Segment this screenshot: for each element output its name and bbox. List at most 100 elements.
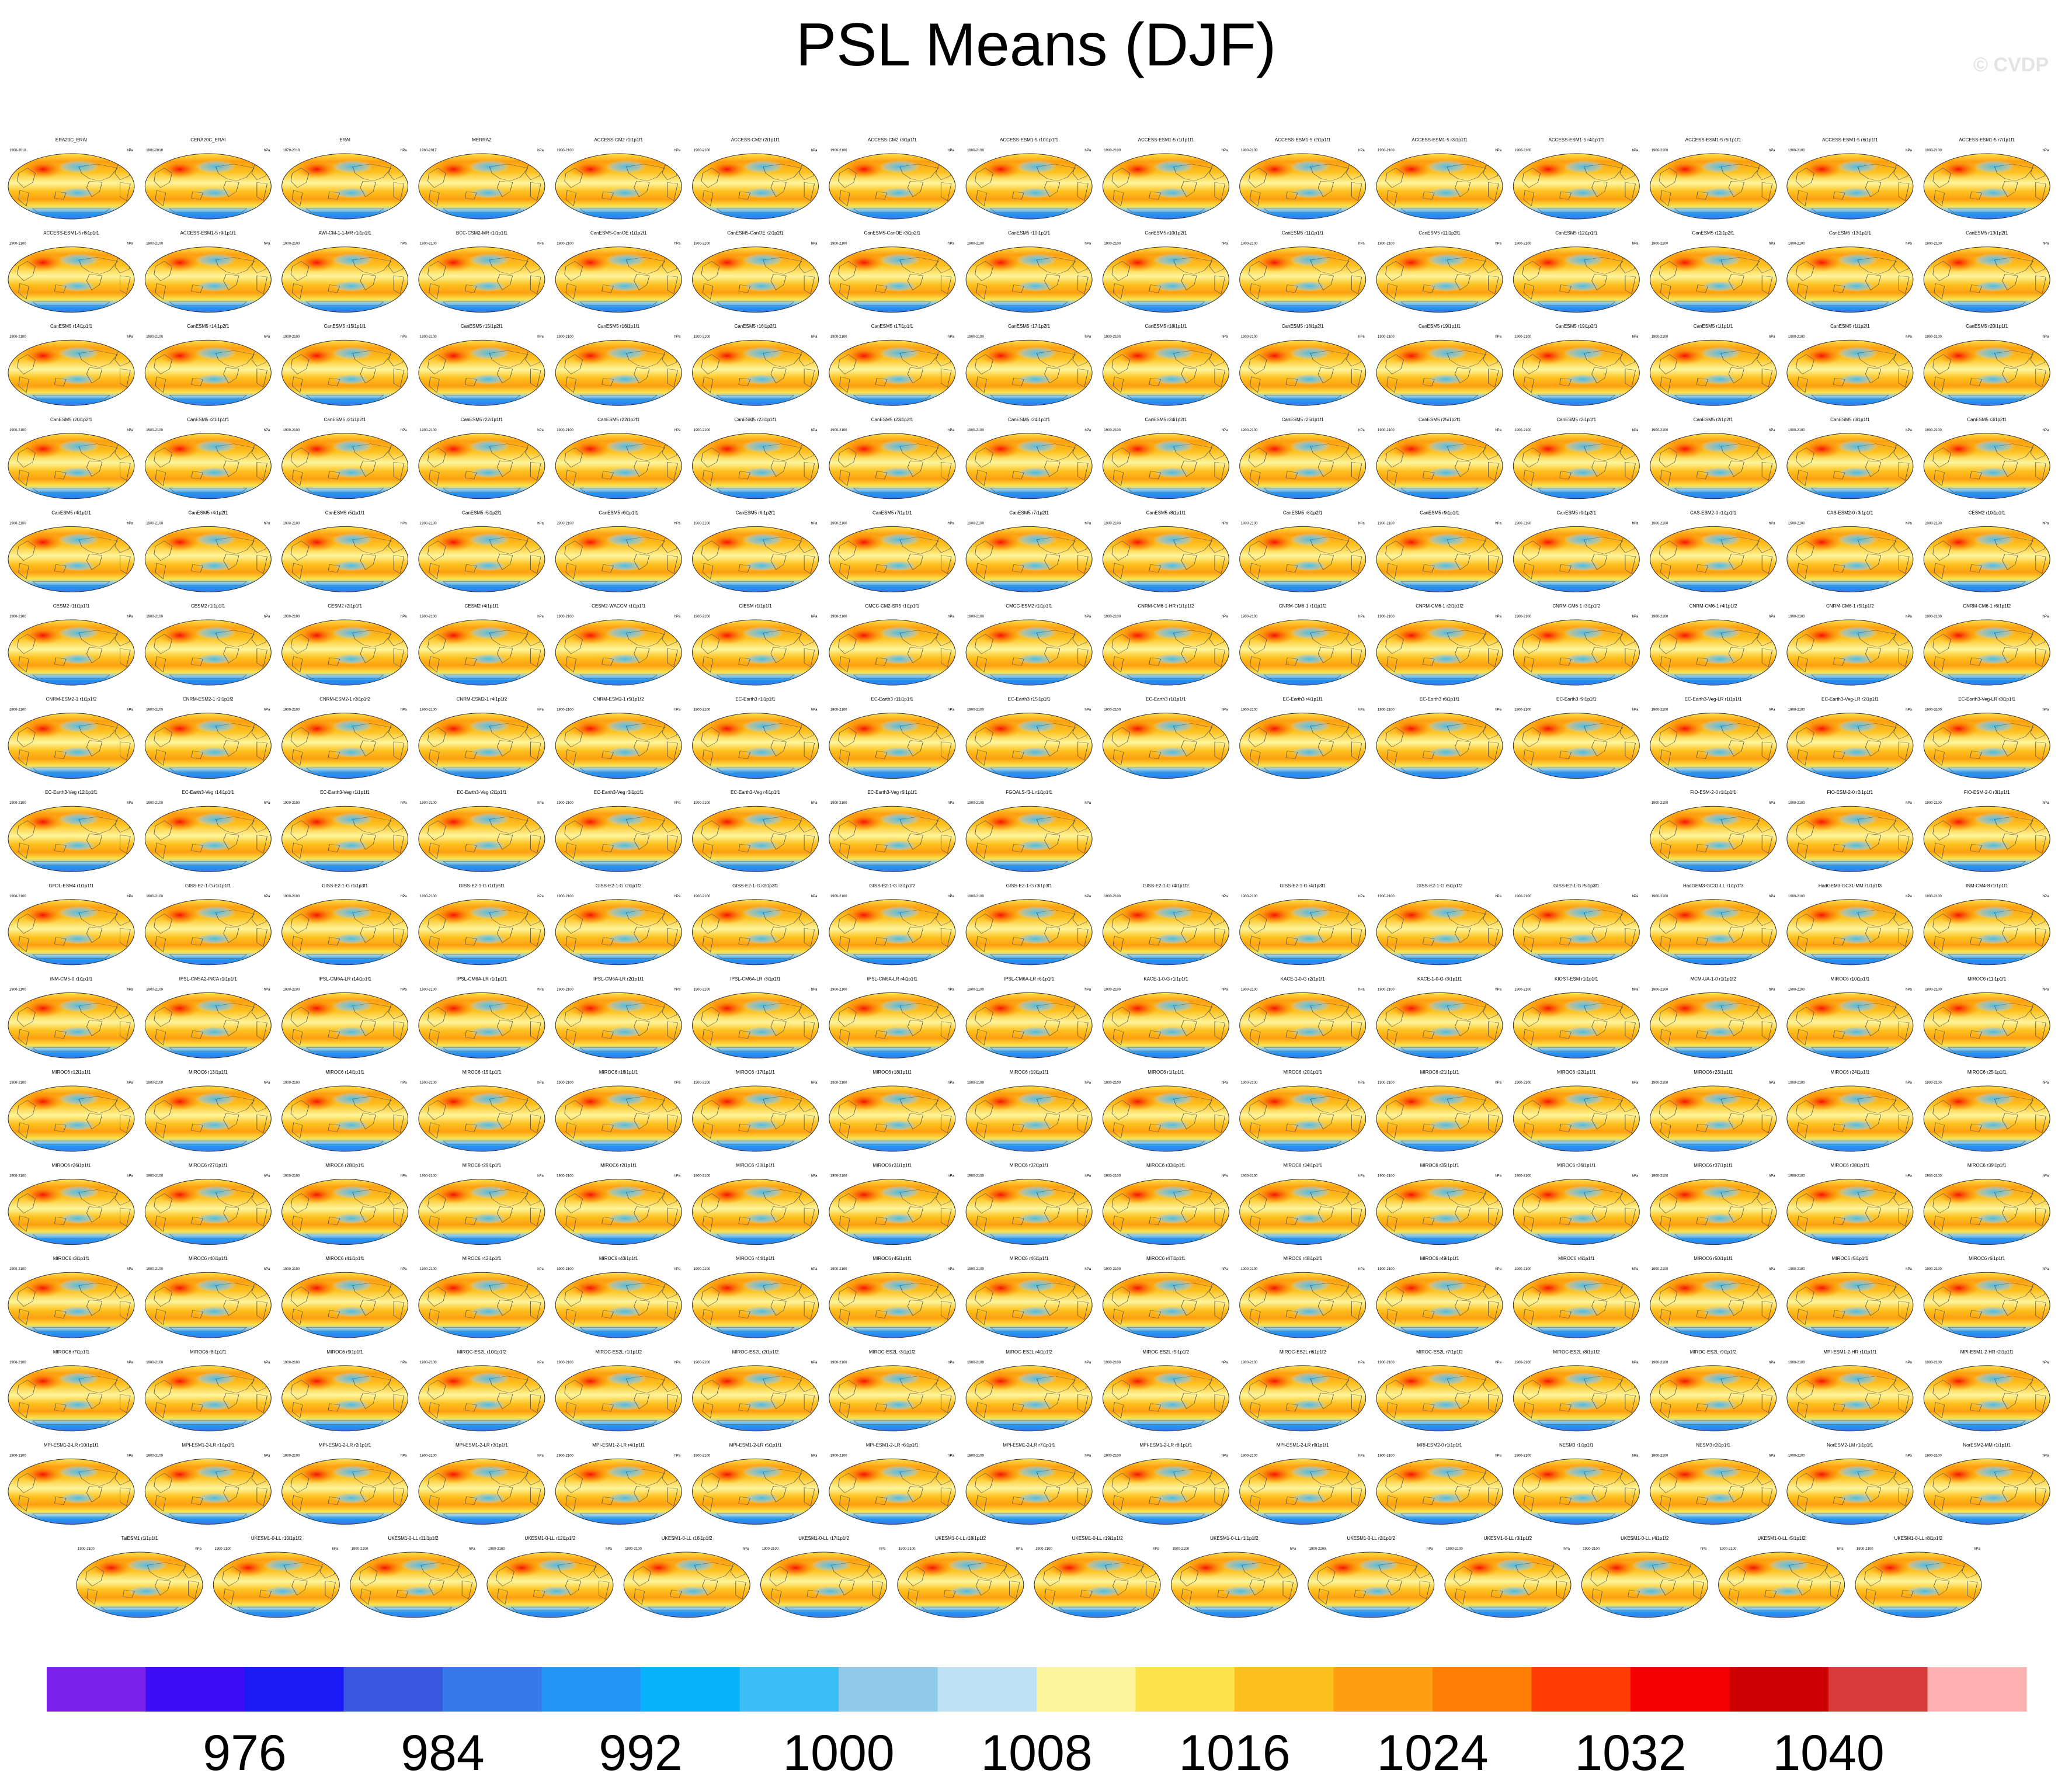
panel-title: CanESM5 r2i1p1f1 — [1557, 417, 1597, 422]
siberian-high — [1664, 719, 1706, 738]
tropical-low — [1838, 1213, 1875, 1224]
world-map-icon — [154, 1189, 269, 1238]
tropical-low — [333, 374, 370, 385]
tropical-low — [470, 1026, 506, 1037]
world-map-icon — [154, 1003, 269, 1052]
panel-units: hPa — [811, 242, 818, 246]
panel-units: hPa — [264, 709, 270, 712]
panel-units: hPa — [811, 335, 818, 339]
tropical-low — [1975, 374, 2011, 385]
globe-outline — [1376, 339, 1503, 406]
siberian-high — [1938, 813, 1979, 831]
panel-units: hPa — [675, 709, 681, 712]
world-map-icon — [564, 816, 680, 866]
panel-years: 1900-2100 — [1241, 1268, 1258, 1271]
panel-years: 1900-2100 — [1241, 615, 1258, 619]
panel-title: MIROC6 r38i1p1f1 — [1831, 1163, 1870, 1168]
tropical-low — [1838, 1120, 1875, 1131]
siberian-high — [1390, 719, 1432, 738]
siberian-high — [1938, 626, 1979, 645]
siberian-high — [980, 1092, 1021, 1111]
globe-outline — [418, 247, 545, 313]
panel-title: MCM-UA-1-0 r1i1p1f2 — [1690, 976, 1736, 981]
panel-years: 1900-2100 — [1104, 522, 1121, 525]
panel-units: hPa — [1495, 1175, 1501, 1178]
world-map-icon — [154, 910, 269, 959]
globe-outline — [418, 619, 545, 686]
tropical-low — [607, 840, 643, 851]
panel-title: CanESM5 r11i1p1f1 — [1282, 231, 1324, 236]
globe-outline — [8, 433, 135, 499]
panel-years: 1900-2100 — [625, 1547, 642, 1551]
panel-title: MIROC6 r28i1p1f1 — [325, 1163, 364, 1168]
panel-units: hPa — [401, 522, 407, 525]
panel-units: hPa — [1769, 988, 1775, 991]
tropical-low — [1701, 1120, 1738, 1131]
globe-outline — [1102, 992, 1229, 1058]
panel-title: NorESM2-MM r1i1p1f1 — [1963, 1442, 2011, 1448]
world-map-icon — [1659, 1376, 1774, 1425]
colorbar-tick-label: 1016 — [1178, 1725, 1290, 1781]
siberian-high — [1117, 1185, 1159, 1205]
panel-years: 1900-2100 — [1241, 429, 1258, 432]
panel-years: 1900-2100 — [1652, 615, 1668, 619]
globe-outline — [965, 806, 1093, 872]
panel-years: 1900-2100 — [1788, 709, 1805, 712]
tropical-low — [1701, 654, 1738, 665]
panel-title: CanESM5 r25i1p1f1 — [1282, 417, 1324, 422]
tropical-low — [743, 1120, 780, 1131]
panel-units: hPa — [1769, 1268, 1775, 1271]
siberian-high — [22, 533, 64, 551]
panel-title: ACCESS-CM2 r1i1p1f1 — [594, 137, 643, 143]
panel-years: 1900-2100 — [557, 615, 573, 619]
globe-outline — [1650, 339, 1777, 406]
panel-title: CNRM-CM6-1 r6i1p1f2 — [1963, 603, 2011, 609]
world-map-icon — [1248, 1003, 1364, 1052]
panel-title: MPI-ESM1-2-LR r4i1p1f1 — [592, 1442, 645, 1448]
siberian-high — [843, 1185, 885, 1205]
globe-outline — [829, 1272, 956, 1338]
panel-years: 1900-2018 — [9, 149, 26, 152]
panel-title: ACCESS-ESM1-5 r10i1p1f1 — [1000, 137, 1059, 143]
tropical-low — [607, 560, 643, 571]
siberian-high — [1527, 1279, 1569, 1297]
panel-years: 1900-2100 — [9, 335, 26, 339]
panel-years: 1900-2100 — [420, 1454, 437, 1457]
siberian-high — [159, 1092, 201, 1111]
panel-years: 1900-2100 — [1378, 1175, 1395, 1178]
tropical-low — [607, 654, 643, 665]
tropical-low — [1154, 188, 1191, 199]
globe-outline — [76, 1552, 203, 1618]
panel-years: 1900-2100 — [694, 709, 711, 712]
panel-units: hPa — [811, 801, 818, 805]
panel-years: 1900-2100 — [420, 1175, 437, 1178]
tropical-low — [607, 374, 643, 385]
panel-title: CanESM5 r19i1p1f1 — [1419, 324, 1461, 329]
globe-outline — [1650, 1458, 1777, 1525]
panel-title: GISS-E2-1-G r2i1p3f1 — [732, 883, 778, 888]
panel-units: hPa — [1769, 522, 1775, 525]
panel-years: 1900-2100 — [1241, 709, 1258, 712]
world-map-icon — [1522, 164, 1638, 213]
panel-title: GISS-E2-1-G r4i1p1f2 — [1143, 883, 1189, 888]
panel-units: hPa — [1222, 1081, 1228, 1085]
tropical-low — [1428, 1026, 1464, 1037]
colorbar-box — [1333, 1667, 1433, 1712]
siberian-high — [1390, 1279, 1432, 1297]
panel-title: UKESM1-0-LL r4i1p1f2 — [1621, 1536, 1669, 1541]
tropical-low — [881, 374, 917, 385]
panel-title: MPI-ESM1-2-LR r7i1p1f1 — [1003, 1442, 1055, 1448]
panel-units: hPa — [1358, 242, 1365, 246]
siberian-high — [706, 160, 748, 179]
tropical-low — [1291, 1213, 1327, 1224]
panel-title: CNRM-ESM2-1 r4i1p1f2 — [457, 697, 507, 702]
world-map-icon — [1796, 910, 1911, 959]
globe-outline — [1376, 619, 1503, 686]
globe-outline — [965, 713, 1093, 779]
